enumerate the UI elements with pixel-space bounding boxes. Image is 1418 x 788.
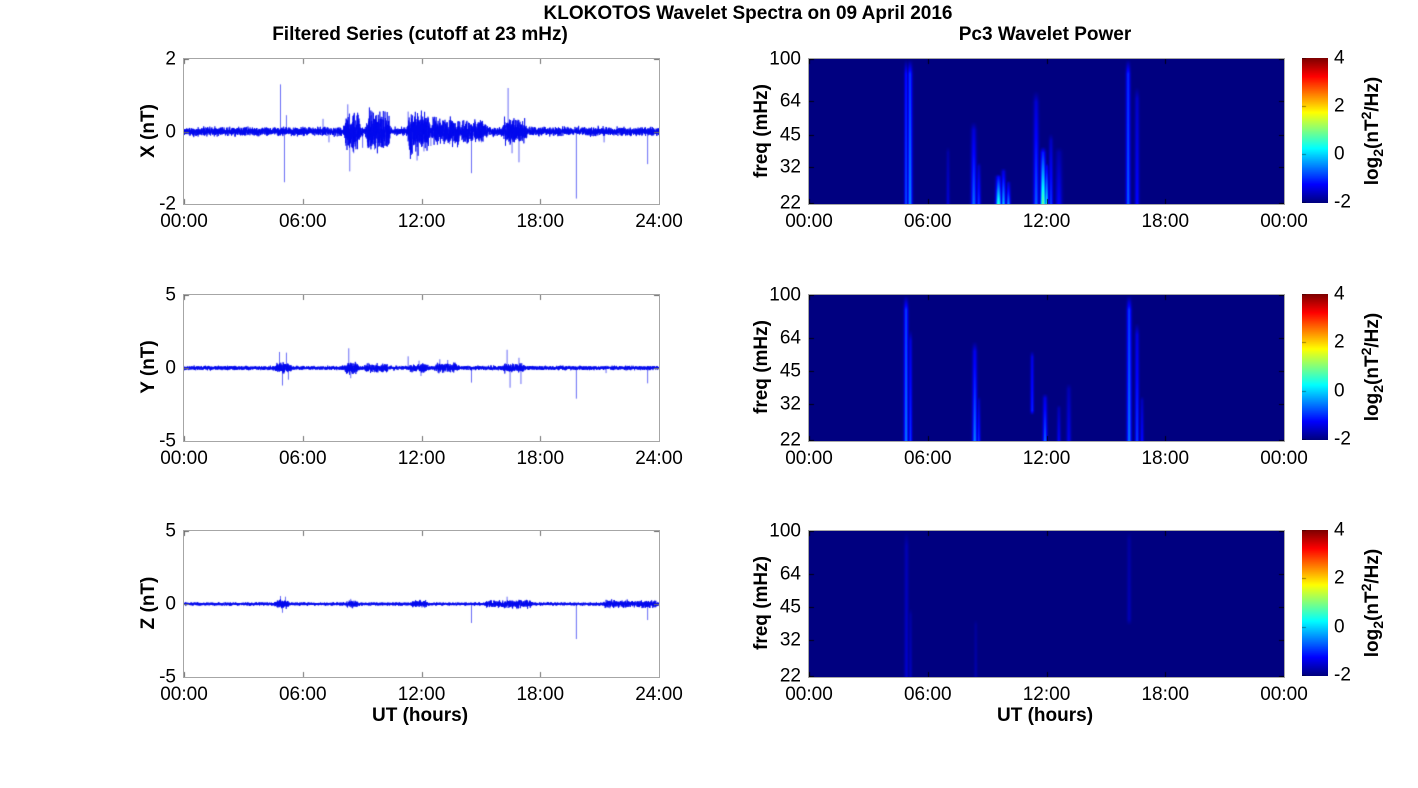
timeseries-panel-x: 2 0 -2 00:00 06:00 12:00 18:00 24:00: [159, 50, 683, 232]
figure-title: KLOKOTOS Wavelet Spectra on 09 April 201…: [543, 3, 953, 24]
colorbar-label-2: log2(nT2/Hz): [1358, 312, 1386, 422]
tick-label: -2: [1334, 664, 1351, 686]
tick-label: 18:00: [516, 211, 565, 232]
tick-label: 12:00: [397, 448, 446, 469]
tick-label: 0: [165, 593, 176, 615]
xlabel-left: UT (hours): [371, 705, 469, 726]
tick-label: 22: [779, 429, 801, 451]
tick-label: 06:00: [278, 211, 327, 232]
tick-label: 32: [779, 393, 801, 415]
ylabel-z-nt: Z (nT): [138, 576, 159, 630]
timeseries-canvas: [184, 59, 659, 204]
tick-label: 12:00: [397, 684, 446, 705]
tick-label: 45: [779, 124, 801, 146]
tick-label: 12:00: [397, 211, 446, 232]
tick-label: 0: [1334, 380, 1345, 402]
tick-label: 24:00: [635, 211, 683, 232]
tick-label: -2: [1334, 191, 1351, 213]
tick-label: 4: [1334, 283, 1345, 305]
tick-label: 00:00: [160, 684, 208, 705]
tick-label: 64: [779, 327, 801, 349]
colorbar-z: 4 2 0 -2: [1302, 521, 1351, 685]
tick-label: -5: [159, 430, 176, 452]
ylabel-freq-3: freq (mHz): [751, 556, 772, 650]
tick-label: 2: [1334, 95, 1345, 117]
tick-label: 12:00: [1022, 448, 1071, 469]
tick-label: 00:00: [785, 684, 833, 705]
tick-label: -2: [1334, 428, 1351, 450]
tick-label: 00:00: [1260, 684, 1308, 705]
right-column-title: Pc3 Wavelet Power: [958, 24, 1132, 45]
colorbar-canvas: [1302, 58, 1328, 203]
ylabel-y-nt: Y (nT): [138, 340, 159, 394]
tick-label: 45: [779, 596, 801, 618]
tick-label: 00:00: [160, 448, 208, 469]
colorbar-label-1: log2(nT2/Hz): [1358, 76, 1386, 186]
tick-label: 32: [779, 629, 801, 651]
timeseries-canvas: [184, 531, 659, 677]
tick-label: 24:00: [635, 684, 683, 705]
tick-label: 12:00: [1022, 211, 1071, 232]
tick-label: 00:00: [1260, 448, 1308, 469]
ylabel-freq-1: freq (mHz): [751, 84, 772, 178]
tick-label: 2: [1334, 331, 1345, 353]
ylabel-x-nt: X (nT): [138, 104, 159, 158]
tick-label: 12:00: [1022, 684, 1071, 705]
tick-label: 06:00: [903, 211, 952, 232]
tick-label: -5: [159, 666, 176, 688]
wavelet-panel-y: 100 64 45 32 22 00:00 06:00 12:00 18:00 00:00: [769, 286, 1307, 469]
tick-label: 06:00: [278, 684, 327, 705]
tick-label: 00:00: [160, 211, 208, 232]
xlabel-right: UT (hours): [996, 705, 1094, 726]
tick-label: 00:00: [785, 448, 833, 469]
tick-label: 06:00: [903, 448, 952, 469]
tick-label: 64: [779, 90, 801, 112]
tick-label: 18:00: [516, 684, 565, 705]
tick-label: 0: [165, 357, 176, 379]
tick-label: 18:00: [1141, 211, 1190, 232]
tick-label: 0: [1334, 143, 1345, 165]
tick-label: 18:00: [1141, 448, 1190, 469]
tick-label: 4: [1334, 47, 1345, 69]
spectrogram-canvas: [809, 531, 1284, 677]
tick-label: 5: [165, 284, 176, 306]
colorbar-label-3: log2(nT2/Hz): [1358, 548, 1386, 658]
tick-label: 24:00: [635, 448, 683, 469]
ylabel-freq-2: freq (mHz): [751, 320, 772, 414]
tick-label: 100: [769, 520, 801, 542]
colorbar-y: 4 2 0 -2: [1302, 285, 1351, 449]
tick-label: 00:00: [1260, 211, 1308, 232]
tick-label: 64: [779, 563, 801, 585]
left-column-title: Filtered Series (cutoff at 23 mHz): [272, 24, 568, 45]
tick-label: 22: [779, 192, 801, 214]
tick-label: 18:00: [516, 448, 565, 469]
timeseries-panel-z: 5 0 -5 00:00 06:00 12:00 18:00 24:00: [159, 522, 683, 705]
colorbar-canvas: [1302, 294, 1328, 440]
wavelet-panel-x: 100 64 45 32 22 00:00 06:00 12:00 18:00 00:00: [769, 50, 1307, 232]
tick-label: 45: [779, 360, 801, 382]
tick-label: 0: [165, 121, 176, 142]
tick-label: 100: [769, 48, 801, 70]
tick-label: 0: [1334, 616, 1345, 638]
tick-label: 4: [1334, 519, 1345, 541]
tick-label: 18:00: [1141, 684, 1190, 705]
tick-label: 5: [165, 520, 176, 542]
timeseries-canvas: [184, 295, 659, 441]
timeseries-panel-y: 5 0 -5 00:00 06:00 12:00 18:00 24:00: [159, 286, 683, 469]
tick-label: 06:00: [903, 684, 952, 705]
wavelet-panel-z: 100 64 45 32 22 00:00 06:00 12:00 18:00 00:00: [769, 522, 1307, 705]
tick-label: -2: [159, 193, 176, 215]
tick-label: 2: [165, 48, 176, 70]
tick-label: 2: [1334, 567, 1345, 589]
tick-label: 32: [779, 156, 801, 178]
tick-label: 00:00: [785, 211, 833, 232]
colorbar-x: 4 2 0 -2: [1302, 49, 1351, 212]
spectrogram-canvas: [809, 59, 1284, 204]
colorbar-canvas: [1302, 530, 1328, 676]
tick-label: 22: [779, 665, 801, 687]
tick-label: 06:00: [278, 448, 327, 469]
spectrogram-canvas: [809, 295, 1284, 441]
tick-label: 100: [769, 284, 801, 306]
